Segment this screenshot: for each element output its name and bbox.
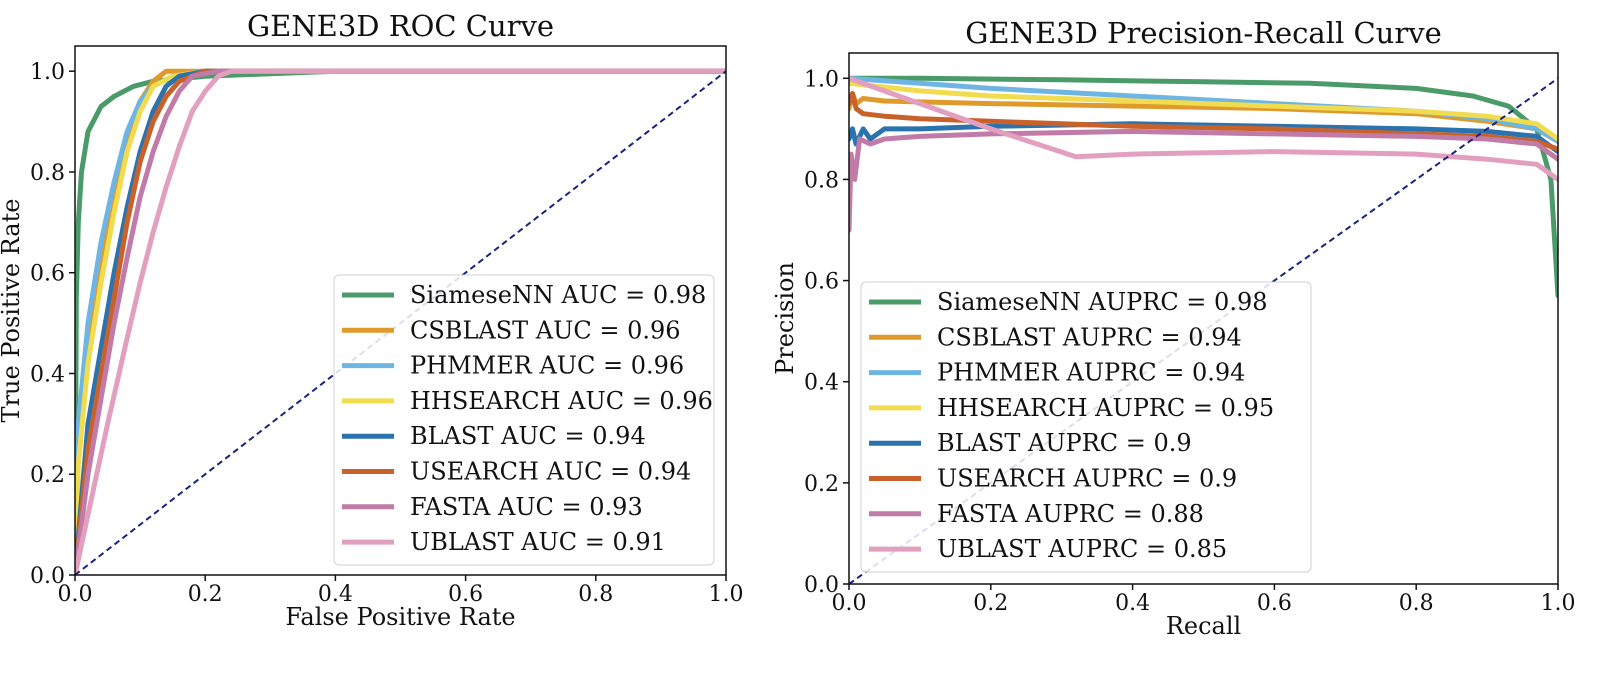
x-tick-label: 0.4	[318, 582, 353, 607]
legend-box	[860, 281, 1312, 573]
legend-item: UBLAST AUC = 0.91	[342, 528, 666, 556]
legend-label: USEARCH AUPRC = 0.9	[937, 465, 1237, 493]
legend-item: PHMMER AUC = 0.96	[342, 352, 684, 380]
y-tick-label: 0.4	[804, 371, 839, 396]
legend-item: SiameseNN AUC = 0.98	[342, 281, 706, 309]
legend-box	[333, 274, 715, 566]
x-tick-label: 0.6	[1257, 591, 1292, 616]
plot-frame	[74, 45, 727, 576]
legend-item: BLAST AUPRC = 0.9	[869, 429, 1192, 457]
y-tick-label: 1.0	[30, 60, 65, 85]
x-tick-label: 1.0	[1541, 591, 1576, 616]
series-group	[75, 68, 726, 575]
chart-1: GENE3D ROC Curve 0.0 0.2 0.4 0.6 0.8 1.0 0.0 0.2…	[0, 9, 744, 631]
x-tick-label: 0.2	[188, 582, 223, 607]
x-axis-label: False Positive Rate	[285, 603, 515, 631]
legend-item: USEARCH AUC = 0.94	[342, 458, 691, 486]
legend-label: USEARCH AUC = 0.94	[410, 458, 691, 486]
legend-label: SiameseNN AUC = 0.98	[410, 281, 706, 309]
y-tick-label: 0.8	[30, 161, 65, 186]
legend-item: BLAST AUC = 0.94	[342, 422, 646, 450]
legend-label: BLAST AUC = 0.94	[410, 422, 646, 450]
series-line-fasta	[849, 128, 1558, 233]
legend-label: BLAST AUPRC = 0.9	[937, 429, 1192, 457]
y-tick-label: 0.2	[804, 472, 839, 497]
x-tick-label: 0.6	[448, 582, 483, 607]
legend-label: PHMMER AUPRC = 0.94	[937, 359, 1245, 387]
legend-item: SiameseNN AUPRC = 0.98	[869, 288, 1267, 316]
legend-label: SiameseNN AUPRC = 0.98	[937, 288, 1267, 316]
y-tick-label: 0.6	[30, 262, 65, 287]
legend-label: PHMMER AUC = 0.96	[410, 352, 684, 380]
x-axis-label: Recall	[1166, 612, 1241, 640]
legend-label: HHSEARCH AUC = 0.96	[410, 387, 713, 415]
chart-title: GENE3D Precision-Recall Curve	[965, 16, 1442, 50]
chart-title: GENE3D ROC Curve	[247, 9, 554, 43]
x-tick-label: 0.8	[1399, 591, 1434, 616]
series-line-blast	[75, 68, 726, 575]
legend-item: UBLAST AUPRC = 0.85	[869, 535, 1227, 563]
plot-frame	[848, 52, 1559, 585]
legend-item: CSBLAST AUC = 0.96	[342, 316, 681, 344]
y-axis-label: Precision	[771, 262, 799, 375]
series-line-ublast	[75, 68, 726, 575]
y-tick-label: 0.0	[804, 573, 839, 598]
series-line-siamesenn	[849, 75, 1558, 299]
x-tick-label: 1.0	[709, 582, 744, 607]
y-tick-label: 0.4	[30, 362, 65, 387]
series-group	[849, 75, 1558, 299]
y-tick-label: 0.2	[30, 463, 65, 488]
chart-2: GENE3D Precision-Recall Curve 0.0 0.2 0.4 0.…	[771, 16, 1576, 640]
legend: SiameseNN AUC = 0.98 CSBLAST AUC = 0.96 PH…	[333, 274, 715, 566]
x-tick-label: 0.2	[973, 591, 1008, 616]
series-line-ublast	[849, 75, 1558, 182]
y-axis-label: True Positive Rate	[0, 199, 25, 423]
legend-item: HHSEARCH AUC = 0.96	[342, 387, 713, 415]
legend-label: CSBLAST AUPRC = 0.94	[937, 323, 1242, 351]
legend-label: FASTA AUC = 0.93	[410, 493, 643, 521]
series-line-usearch	[849, 91, 1558, 152]
legend-item: HHSEARCH AUPRC = 0.95	[869, 394, 1274, 422]
legend-label: FASTA AUPRC = 0.88	[937, 500, 1204, 528]
x-tick-label: 0.0	[832, 591, 867, 616]
legend-label: HHSEARCH AUPRC = 0.95	[937, 394, 1274, 422]
series-line-fasta	[75, 68, 726, 575]
legend-item: FASTA AUC = 0.93	[342, 493, 643, 521]
x-tick-label: 0.0	[58, 582, 93, 607]
legend-item: FASTA AUPRC = 0.88	[869, 500, 1204, 528]
legend-item: USEARCH AUPRC = 0.9	[869, 465, 1237, 493]
x-tick-label: 0.4	[1115, 591, 1150, 616]
y-tick-label: 0.0	[30, 564, 65, 589]
legend-label: UBLAST AUC = 0.91	[410, 528, 666, 556]
series-line-hhsearch	[849, 80, 1558, 142]
legend-item: PHMMER AUPRC = 0.94	[869, 359, 1245, 387]
y-tick-label: 0.8	[804, 168, 839, 193]
y-tick-label: 0.6	[804, 270, 839, 295]
legend-label: UBLAST AUPRC = 0.85	[937, 535, 1227, 563]
y-tick-label: 1.0	[804, 67, 839, 92]
x-tick-label: 0.8	[578, 582, 613, 607]
legend-item: CSBLAST AUPRC = 0.94	[869, 323, 1242, 351]
legend: SiameseNN AUPRC = 0.98 CSBLAST AUPRC = 0.…	[860, 281, 1312, 573]
legend-label: CSBLAST AUC = 0.96	[410, 316, 681, 344]
